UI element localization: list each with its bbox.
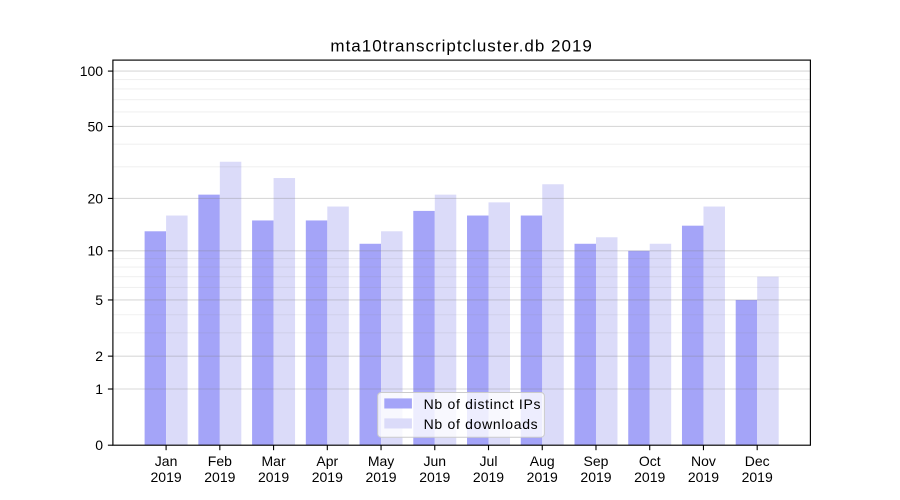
svg-text:10: 10 (88, 243, 104, 259)
svg-text:0: 0 (95, 437, 103, 453)
svg-text:2019: 2019 (204, 469, 235, 485)
svg-text:Oct: Oct (639, 453, 661, 469)
svg-text:Feb: Feb (208, 453, 232, 469)
svg-text:2019: 2019 (742, 469, 773, 485)
svg-text:5: 5 (95, 292, 103, 308)
svg-text:2019: 2019 (688, 469, 719, 485)
svg-text:2019: 2019 (258, 469, 289, 485)
svg-text:2019: 2019 (634, 469, 665, 485)
svg-text:20: 20 (88, 190, 104, 206)
svg-text:Jun: Jun (423, 453, 446, 469)
svg-text:Jul: Jul (480, 453, 498, 469)
svg-text:100: 100 (80, 63, 104, 79)
svg-text:Jan: Jan (155, 453, 178, 469)
svg-text:Dec: Dec (745, 453, 770, 469)
svg-text:2019: 2019 (527, 469, 558, 485)
svg-text:Aug: Aug (530, 453, 555, 469)
svg-text:Apr: Apr (316, 453, 338, 469)
svg-text:Nb of downloads: Nb of downloads (424, 416, 539, 432)
svg-text:May: May (368, 453, 394, 469)
svg-text:Nov: Nov (691, 453, 716, 469)
svg-text:2019: 2019 (151, 469, 182, 485)
svg-text:2019: 2019 (473, 469, 504, 485)
svg-text:2019: 2019 (580, 469, 611, 485)
svg-text:Mar: Mar (262, 453, 286, 469)
svg-text:1: 1 (95, 381, 103, 397)
svg-text:2019: 2019 (312, 469, 343, 485)
svg-text:2019: 2019 (419, 469, 450, 485)
svg-text:50: 50 (88, 118, 104, 134)
svg-text:Sep: Sep (584, 453, 609, 469)
svg-text:mta10transcriptcluster.db 2019: mta10transcriptcluster.db 2019 (330, 37, 592, 56)
svg-text:Nb of distinct IPs: Nb of distinct IPs (424, 396, 542, 412)
svg-text:2019: 2019 (365, 469, 396, 485)
svg-text:2: 2 (95, 348, 103, 364)
